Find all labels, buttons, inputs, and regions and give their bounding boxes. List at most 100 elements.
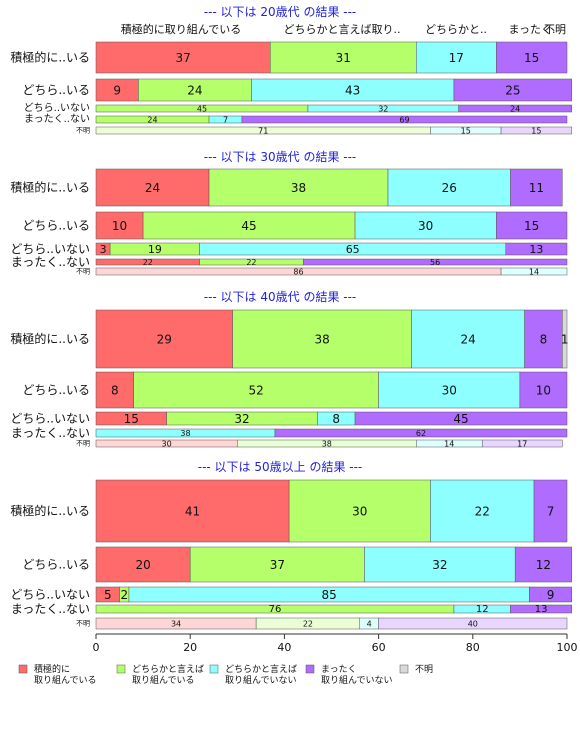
- legend-label: 取り組んでいる: [34, 674, 97, 686]
- bar-value-label: 32: [378, 105, 388, 114]
- bar-value-label: 41: [185, 505, 200, 519]
- bar-value-label: 71: [258, 127, 268, 136]
- bar-segment: [529, 586, 572, 603]
- bar-segment: [510, 168, 563, 207]
- bar-value-label: 30: [442, 384, 457, 398]
- bar-value-label: 65: [346, 243, 360, 256]
- bar-segment: [302, 258, 568, 266]
- bar-segment: [288, 479, 431, 543]
- bar-value-label: 24: [187, 84, 202, 98]
- legend-label: どちらかと言えば: [132, 663, 204, 675]
- bar-value-label: 29: [157, 333, 172, 347]
- row-label: まったく..ない: [11, 255, 90, 269]
- bar-value-label: 45: [197, 105, 207, 114]
- bar-segment: [95, 546, 191, 583]
- bar-segment: [95, 211, 144, 240]
- bar-value-label: 12: [476, 604, 489, 615]
- column-header: どちらかと言えば取り..: [284, 23, 401, 36]
- bar-segment: [411, 309, 525, 369]
- bar-value-label: 34: [171, 620, 181, 629]
- bar-segment: [378, 617, 568, 630]
- bar-segment: [274, 428, 568, 438]
- row-label: どちら..いる: [22, 83, 90, 97]
- x-tick-label: 80: [466, 641, 480, 654]
- bar-value-label: 10: [112, 219, 127, 233]
- row-label: どちら..いる: [22, 383, 90, 397]
- row-label: どちら..いる: [22, 219, 90, 233]
- bar-value-label: 1: [561, 333, 569, 347]
- column-header: 積極的に取り組んでいる: [121, 22, 241, 36]
- bar-value-label: 62: [416, 429, 426, 438]
- bar-value-label: 56: [430, 258, 440, 267]
- bar-value-label: 22: [143, 258, 153, 267]
- bar-segment: [133, 371, 379, 409]
- bar-value-label: 69: [399, 116, 409, 125]
- bar-value-label: 14: [529, 268, 539, 277]
- bar-segment: [95, 479, 290, 543]
- bar-value-label: 15: [461, 127, 471, 136]
- x-tick-label: 0: [93, 641, 100, 654]
- legend-swatch: [116, 664, 126, 674]
- bar-value-label: 76: [269, 604, 282, 615]
- bar-segment: [500, 267, 568, 276]
- bar-value-label: 8: [540, 333, 548, 347]
- bar-value-label: 45: [241, 219, 256, 233]
- bar-value-label: 24: [460, 333, 475, 347]
- x-tick-label: 60: [372, 641, 386, 654]
- bar-value-label: 24: [147, 116, 157, 125]
- column-header: まったく.: [508, 23, 555, 36]
- bar-value-label: 14: [444, 440, 454, 449]
- bar-value-label: 32: [234, 412, 249, 426]
- bar-value-label: 38: [180, 429, 190, 438]
- bar-value-label: 7: [223, 116, 228, 125]
- panel-title: --- 以下は 50歳以上 の結果 ---: [198, 460, 363, 474]
- bar-value-label: 85: [322, 588, 337, 602]
- bar-segment: [364, 546, 516, 583]
- bar-segment: [500, 126, 572, 135]
- bar-value-label: 32: [432, 558, 447, 572]
- bar-segment: [142, 211, 356, 240]
- bar-segment: [496, 41, 568, 74]
- row-label: 積極的に..いる: [10, 50, 90, 65]
- bar-value-label: 45: [453, 412, 468, 426]
- bar-value-label: 13: [529, 243, 543, 256]
- bar-value-label: 9: [547, 588, 555, 602]
- bar-value-label: 8: [111, 384, 119, 398]
- bar-segment: [505, 242, 568, 256]
- row-label: 不明: [76, 127, 90, 135]
- legend-swatch: [209, 664, 219, 674]
- bar-value-label: 30: [352, 505, 367, 519]
- bar-value-label: 11: [529, 181, 544, 195]
- bar-segment: [189, 546, 365, 583]
- bar-value-label: 4: [367, 620, 372, 629]
- row-label: どちら..いない: [10, 412, 90, 426]
- legend-label: 不明: [415, 664, 433, 675]
- legend-label: 取り組んでいない: [321, 674, 393, 686]
- row-label: まったく..ない: [24, 113, 90, 125]
- legend-swatch: [399, 664, 409, 674]
- bar-segment: [519, 371, 568, 409]
- bar-value-label: 30: [418, 219, 433, 233]
- bar-value-label: 30: [162, 440, 172, 449]
- x-tick-label: 40: [277, 641, 291, 654]
- bar-value-label: 10: [536, 384, 551, 398]
- bar-segment: [481, 439, 563, 448]
- bar-value-label: 37: [270, 558, 285, 572]
- bar-value-label: 26: [442, 181, 457, 195]
- row-label: 積極的に..いる: [10, 331, 90, 346]
- row-label: どちら..いない: [24, 102, 90, 114]
- bar-value-label: 3: [100, 243, 107, 256]
- bar-value-label: 17: [517, 440, 527, 449]
- bar-value-label: 17: [449, 51, 464, 65]
- bar-value-label: 31: [336, 51, 351, 65]
- bar-value-label: 37: [175, 51, 190, 65]
- bar-value-label: 52: [248, 384, 263, 398]
- bar-segment: [354, 411, 568, 426]
- bar-value-label: 22: [475, 505, 490, 519]
- bar-value-label: 9: [113, 84, 121, 98]
- bar-value-label: 40: [468, 620, 478, 629]
- bar-value-label: 7: [547, 505, 555, 519]
- x-tick-label: 100: [557, 641, 578, 654]
- bar-value-label: 12: [536, 558, 551, 572]
- bar-value-label: 8: [332, 412, 340, 426]
